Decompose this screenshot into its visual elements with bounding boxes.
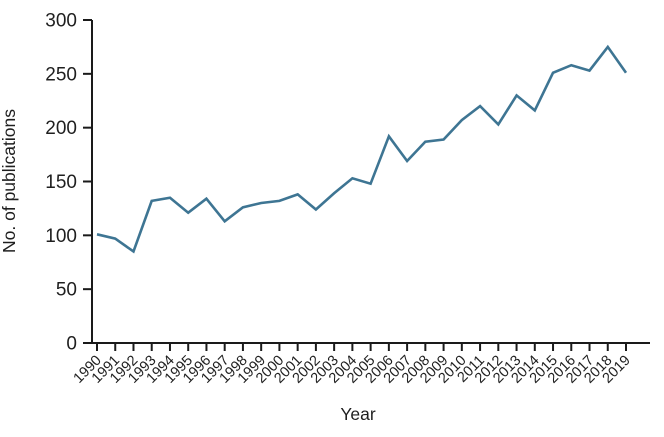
y-tick-label: 300 xyxy=(45,11,77,32)
y-tick-label: 150 xyxy=(45,172,77,193)
y-tick-label: 0 xyxy=(66,334,77,355)
y-tick-label: 50 xyxy=(56,280,77,301)
y-tick-label: 250 xyxy=(45,64,77,85)
publications-series-line xyxy=(96,44,628,254)
y-tick-label: 200 xyxy=(45,118,77,139)
x-axis-title: Year xyxy=(340,404,376,424)
y-tick-label: 100 xyxy=(45,226,77,247)
y-axis-title: No. of publications xyxy=(0,109,19,253)
